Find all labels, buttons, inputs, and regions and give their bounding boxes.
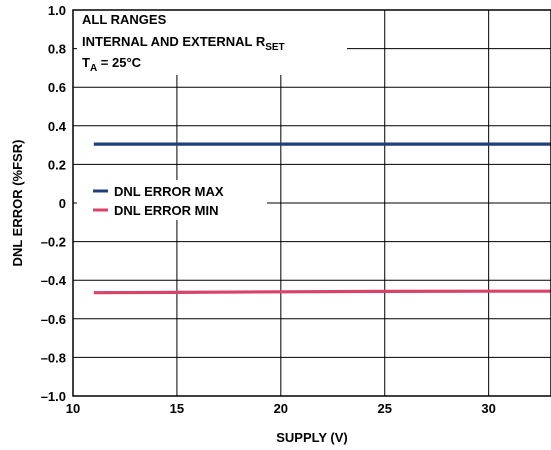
y-tick-label: 0.4: [48, 119, 67, 134]
annotation-temperature: TA = 25°C: [82, 55, 142, 74]
annotation-background: [77, 9, 347, 75]
y-tick-label: 0.8: [48, 42, 66, 57]
y-tick-label: –0.8: [41, 350, 66, 365]
series-line-min: [93, 289, 551, 295]
legend-label-max: DNL ERROR MAX: [114, 184, 224, 199]
annotation-temp-sub: A: [90, 63, 97, 74]
annotation-rset: INTERNAL AND EXTERNAL RSET: [82, 34, 285, 53]
annotation-temp-main: T: [82, 55, 90, 70]
y-tick-label: 0: [59, 196, 66, 211]
data-series: [93, 142, 551, 295]
annotation-rset-sub: SET: [265, 42, 284, 53]
annotation-rset-main: INTERNAL AND EXTERNAL R: [82, 34, 266, 49]
x-tick-label: 15: [170, 401, 184, 416]
y-axis-title: DNL ERROR (%FSR): [10, 140, 25, 267]
x-tick-label: 10: [66, 401, 80, 416]
annotation-ranges: ALL RANGES: [82, 12, 167, 27]
tick-labels: 1.0 0.8 0.6 0.4 0.2 0 –0.2 –0.4 –0.6 –0.8 –1.010 15…: [41, 3, 496, 416]
y-tick-label: 0.2: [48, 157, 66, 172]
plot-frame: [72, 9, 551, 397]
y-tick-label: –0.6: [41, 312, 66, 327]
x-axis-title: SUPPLY (V): [276, 430, 348, 445]
y-tick-label: 0.6: [48, 80, 66, 95]
y-tick-label: –0.2: [41, 235, 66, 250]
annotation-temp-rest: = 25°C: [97, 55, 141, 70]
y-tick-label: 1.0: [48, 3, 66, 18]
x-tick-label: 25: [378, 401, 392, 416]
x-tick-label: 20: [274, 401, 288, 416]
x-tick-label: 30: [481, 401, 495, 416]
legend-label-min: DNL ERROR MIN: [114, 203, 218, 218]
y-tick-label: –1.0: [41, 389, 66, 404]
legend-background: [77, 180, 267, 220]
y-tick-label: –0.4: [41, 273, 67, 288]
